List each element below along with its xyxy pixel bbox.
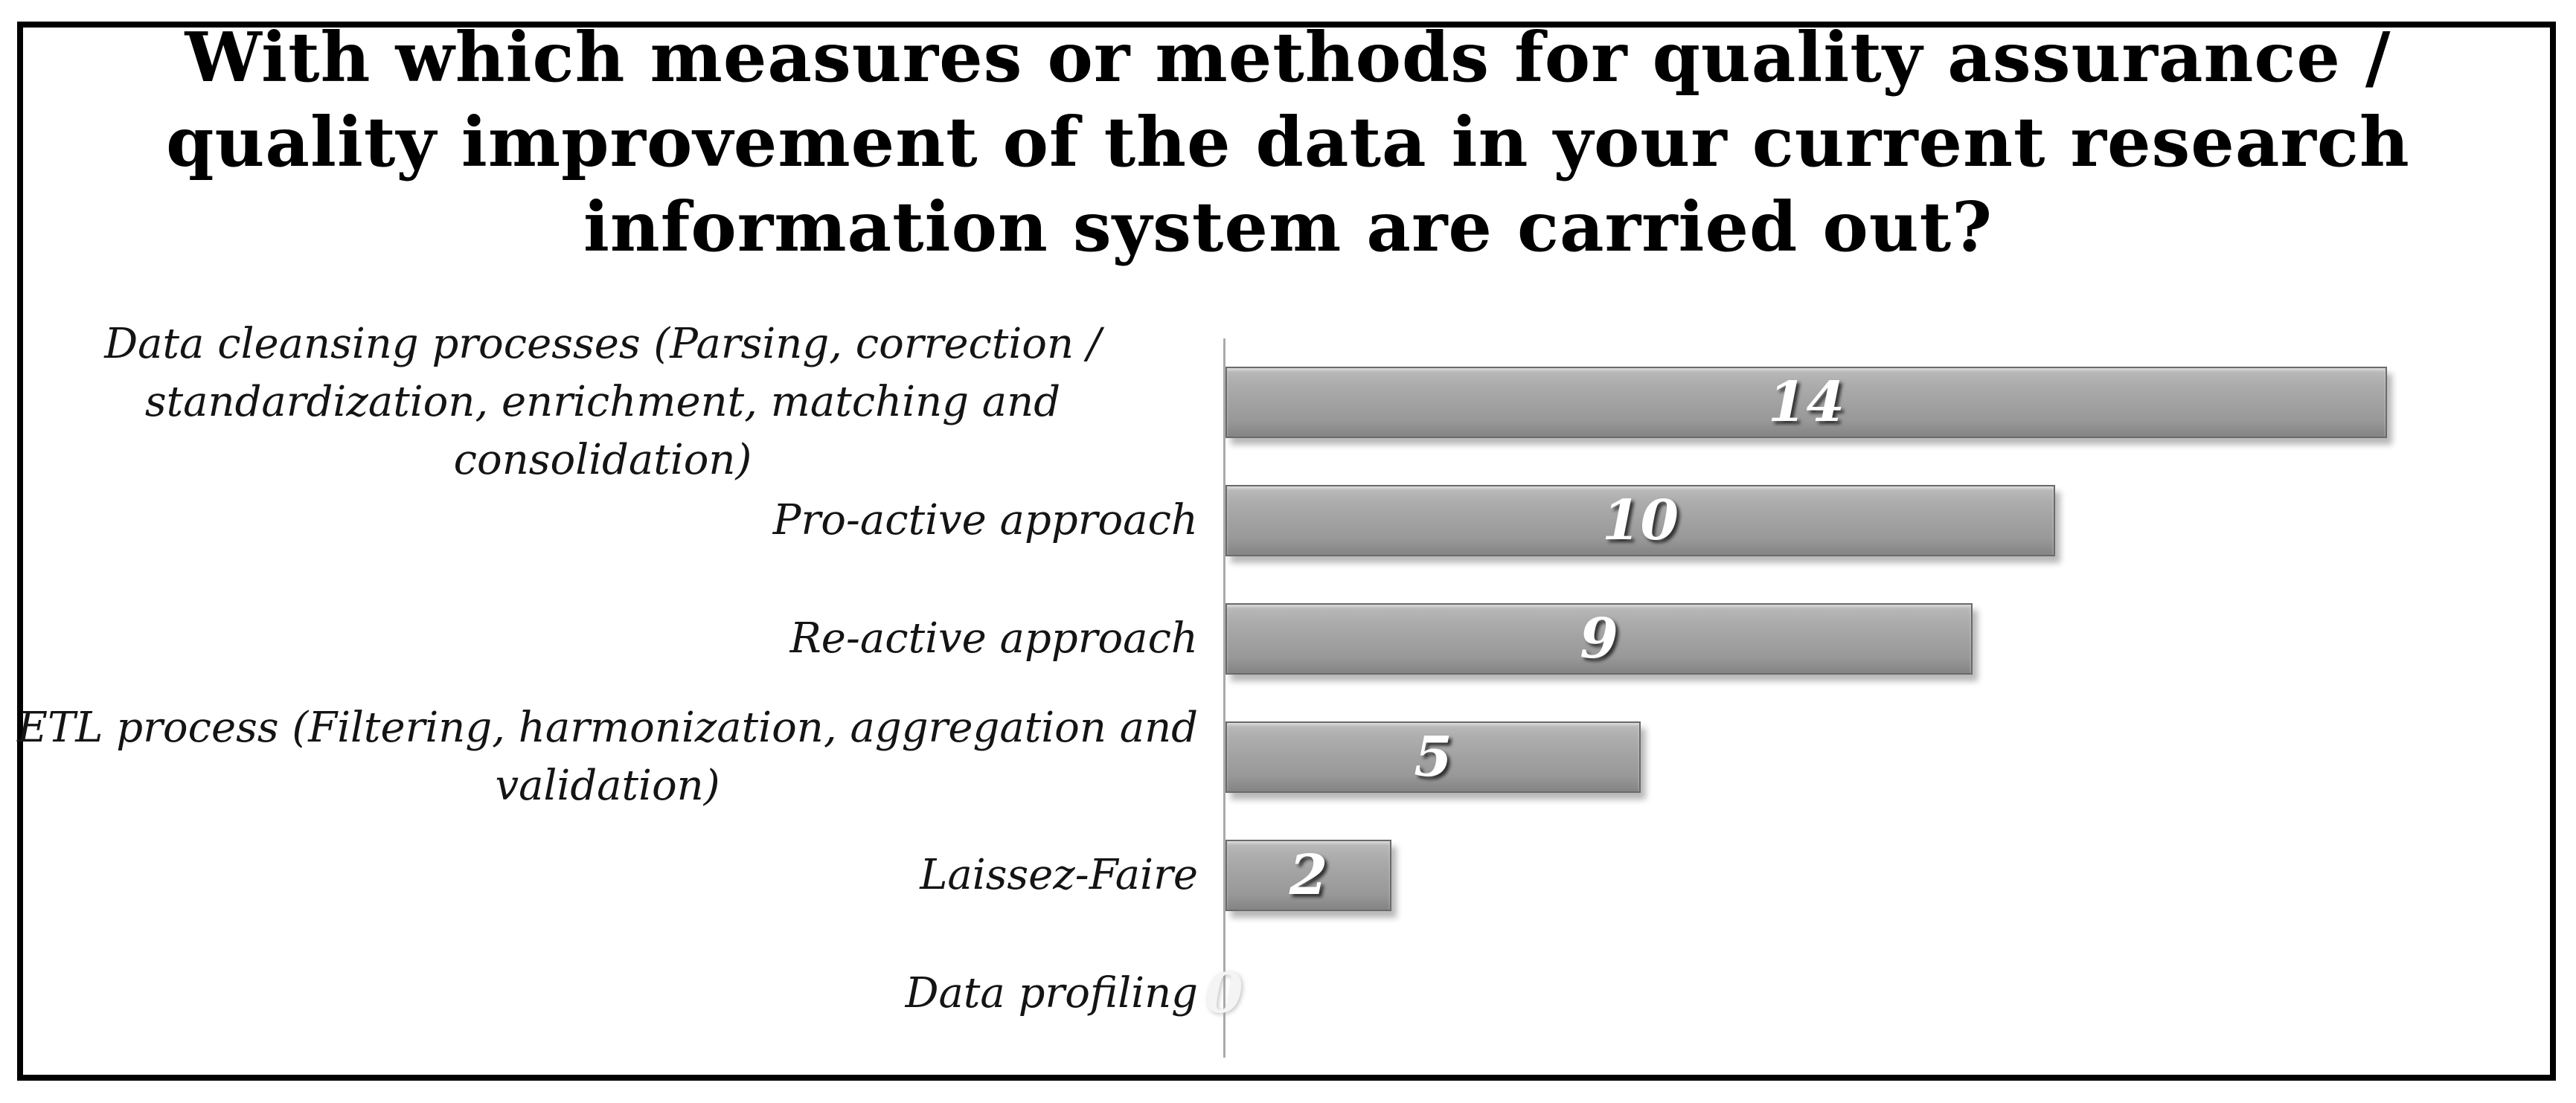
bar-value-label: 2 <box>1289 843 1328 907</box>
category-label: Pro-active approach <box>772 496 1198 544</box>
category-label: ETL process (Filtering, harmonization, a… <box>17 704 1198 810</box>
category-axis-line <box>1223 338 1225 1058</box>
chart-title: With which measures or methods for quali… <box>166 17 2410 267</box>
bar-value-label-zero: 0 <box>1205 962 1243 1026</box>
bar-value-label: 5 <box>1414 725 1452 789</box>
bar: 9 <box>1225 603 1973 675</box>
bar-value-label: 14 <box>1768 370 1845 434</box>
category-label: Re-active approach <box>789 614 1198 663</box>
bar: 14 <box>1225 367 2387 438</box>
bar: 10 <box>1225 485 2055 556</box>
category-label: Data profiling <box>905 969 1198 1017</box>
bar: 5 <box>1225 721 1641 793</box>
bar-value-label: 9 <box>1580 607 1618 671</box>
category-label: Data cleansing processes (Parsing, corre… <box>104 320 1101 484</box>
bar-value-label: 10 <box>1602 489 1679 553</box>
bar: 2 <box>1225 840 1391 911</box>
category-label: Laissez-Faire <box>920 851 1198 899</box>
